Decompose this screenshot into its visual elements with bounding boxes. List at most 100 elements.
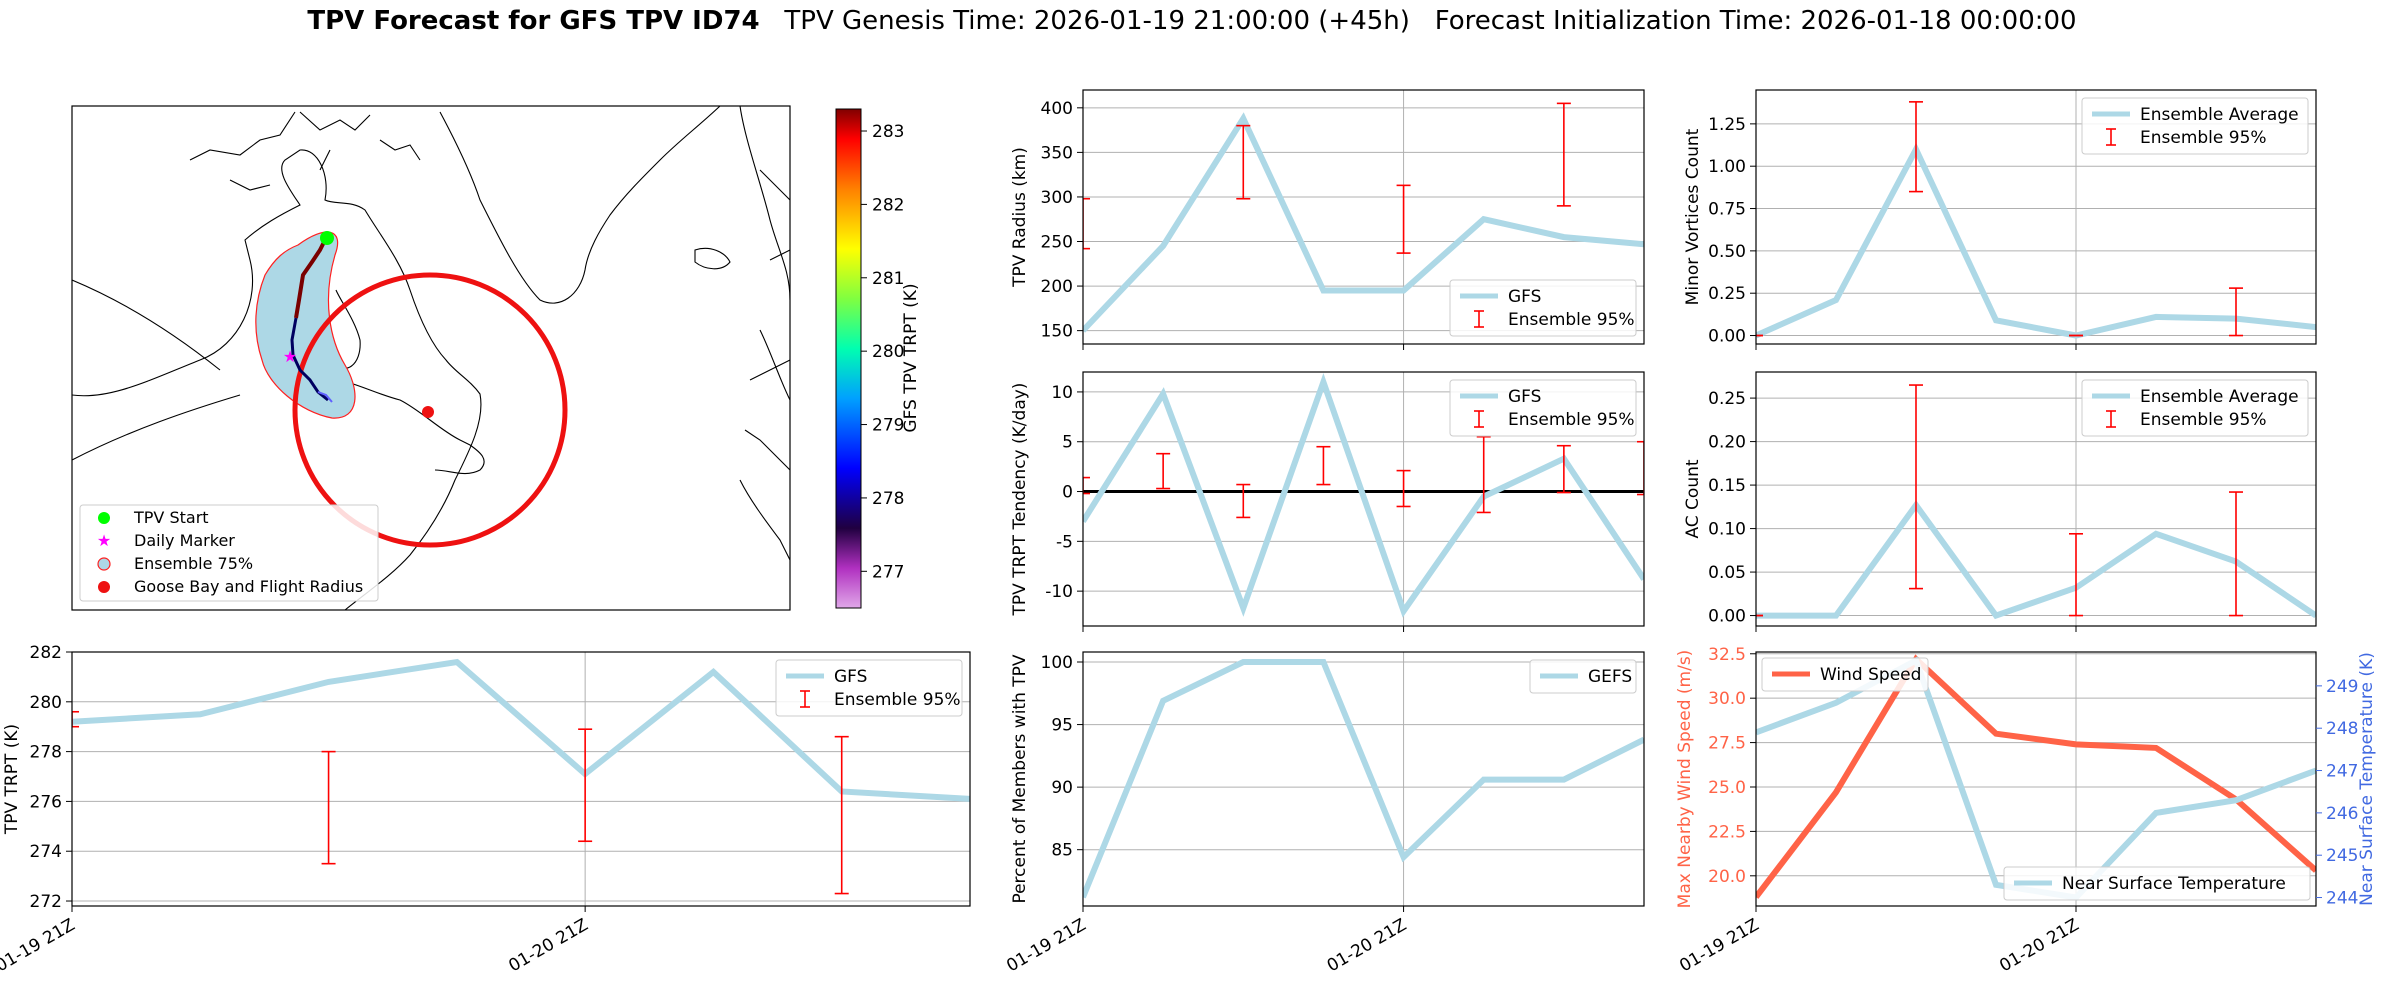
radius-legend: GFS Ensemble 95% (1449, 279, 1637, 337)
wind-ylabel: Max Nearby Wind Speed (m/s) (1675, 650, 1695, 909)
minor-legend: Ensemble Average Ensemble 95% (2081, 97, 2309, 155)
legend-ensemble-75: Ensemble 75% (134, 554, 253, 573)
minor-legend-label: Ensemble 95% (2140, 128, 2267, 148)
map-border-lines (72, 149, 790, 461)
legend-tpv-start: TPV Start (133, 508, 209, 527)
percent-members-panel: 85 90 95 100 01-19 21Z 01-20 21Z Percent of Me… (1003, 651, 1645, 976)
radius-ytick-label: 350 (1041, 143, 1073, 163)
trpt-ytick-label: 272 (30, 892, 62, 912)
tendency-legend-label: Ensemble 95% (1508, 410, 1635, 430)
tendency-errorbar (1396, 469, 1411, 508)
colorbar-label: GFS TPV TRPT (K) (901, 283, 921, 432)
ac-ylabel: AC Count (1683, 459, 1703, 538)
legend-daily-marker: Daily Marker (134, 531, 235, 550)
ac-ytick-label: 0.10 (1708, 520, 1746, 540)
figure-title-rest: TPV Genesis Time: 2026-01-19 21:00:00 (+… (759, 6, 2077, 36)
wind-legend-label: Near Surface Temperature (2062, 874, 2286, 894)
tendency-errorbar (1476, 435, 1491, 514)
wind-ytick-right-label: 246 (2326, 804, 2358, 824)
tendency-errorbar (1316, 445, 1331, 486)
ac-errorbar (2229, 491, 2243, 617)
tendency-ylabel: TPV TRPT Tendency (K/day) (1010, 383, 1030, 617)
ac-ytick-label: 0.15 (1708, 476, 1746, 496)
trpt-legend: GFS Ensemble 95% (775, 659, 963, 717)
wind-legend: Wind Speed (1761, 657, 1929, 692)
minor-errorbar (2229, 287, 2243, 337)
radius-legend-label: GFS (1508, 287, 1541, 307)
map-legend: TPV Start ★ Daily Marker Ensemble 75% Go… (79, 504, 379, 602)
colorbar-tick-label: 278 (872, 489, 904, 509)
goose-bay-flight-radius (292, 272, 568, 548)
trpt-ytick-label: 276 (30, 792, 62, 812)
ac-errorbar (1909, 384, 1923, 590)
radius-ytick-label: 150 (1041, 322, 1073, 342)
tendency-errorbar (1156, 452, 1171, 490)
trpt-errorbar (321, 750, 336, 865)
minor-ytick-label: 0.00 (1708, 327, 1746, 347)
map-coastline-arctic-islands (189, 111, 421, 191)
ac-errorbar (2069, 532, 2083, 617)
tpv-start-marker (320, 231, 334, 245)
percent-legend-box (1529, 659, 1637, 694)
wind-ytick-label: 32.5 (1708, 645, 1746, 665)
percent-ytick-label: 85 (1051, 841, 1073, 861)
minor-ytick-label: 0.75 (1708, 200, 1746, 220)
percent-ytick-label: 90 (1051, 778, 1073, 798)
legend-tpv-start-icon (98, 512, 110, 524)
minor-ytick-label: 0.25 (1708, 284, 1746, 304)
wind-legend-box (2003, 866, 2311, 901)
trpt-ytick-label: 282 (30, 643, 62, 663)
trpt-errorbar (72, 710, 79, 728)
tpv-track-blue (317, 391, 333, 403)
radius-ytick-label: 250 (1041, 233, 1073, 253)
colorbar-tick-label: 282 (872, 195, 904, 215)
tendency-plot-layer (1083, 372, 1644, 618)
legend-ensemble-icon (97, 557, 111, 571)
ac-count-panel: 0.00 0.05 0.10 0.15 0.20 0.25 AC Count Ensemble… (1683, 371, 2317, 632)
colorbar-tick-label: 281 (872, 269, 904, 289)
wind-legend-box (1761, 657, 1929, 692)
minor-errorbar (1909, 101, 1923, 193)
map-coastline-europe (739, 106, 790, 561)
percent-series-gefs (1083, 659, 1644, 899)
tendency-legend: GFS Ensemble 95% (1449, 379, 1637, 437)
wind-legend-label: Wind Speed (1820, 665, 1921, 685)
map-coastline-north-america (72, 149, 482, 610)
trpt-ytick-label: 280 (30, 693, 62, 713)
wind-ytick-label: 27.5 (1708, 734, 1746, 754)
percent-ytick-label: 95 (1051, 716, 1073, 736)
minor-legend-label: Ensemble Average (2140, 105, 2299, 125)
legend-daily-marker-icon: ★ (97, 531, 111, 550)
tendency-ytick-label: -10 (1045, 582, 1073, 602)
tendency-errorbar (1236, 483, 1251, 519)
map-coastline-greenland (439, 106, 721, 304)
radius-legend-label: Ensemble 95% (1508, 310, 1635, 330)
map-coastline-labrador (339, 379, 485, 475)
wind-frame (1755, 651, 2317, 907)
tendency-ytick-label: 5 (1062, 433, 1073, 453)
colorbar-tick-label: 283 (872, 122, 904, 142)
trpt-xtick-label: 01-19 21Z (0, 915, 79, 976)
ac-ytick-label: 0.00 (1708, 607, 1746, 627)
ac-ytick-label: 0.20 (1708, 433, 1746, 453)
tendency-ytick-label: 0 (1062, 483, 1073, 503)
wind-ytick-right-label: 248 (2326, 719, 2358, 739)
colorbar (835, 108, 862, 609)
colorbar-tick-label: 277 (872, 562, 904, 582)
figure-title-bold: TPV Forecast for GFS TPV ID74 (307, 6, 760, 36)
radius-ytick-label: 200 (1041, 277, 1073, 297)
percent-legend: GEFS (1529, 659, 1637, 694)
wind-ytick-right-label: 245 (2326, 846, 2358, 866)
map-panel: ★ TPV Start ★ Daily Marker Ensemble 75% … (71, 105, 921, 611)
radius-errorbar (1236, 124, 1251, 200)
wind-ytick-right-label: 247 (2326, 762, 2358, 782)
radius-series-gfs (1083, 112, 1644, 333)
colorbar-tick-label: 280 (872, 342, 904, 362)
wind-legend: Near Surface Temperature (2003, 866, 2311, 901)
percent-legend-label: GEFS (1588, 667, 1632, 687)
wind-xtick-label: 01-20 21Z (1996, 915, 2082, 976)
percent-ylabel: Percent of Members with TPV (1010, 654, 1030, 903)
minor-ytick-label: 1.00 (1708, 157, 1746, 177)
